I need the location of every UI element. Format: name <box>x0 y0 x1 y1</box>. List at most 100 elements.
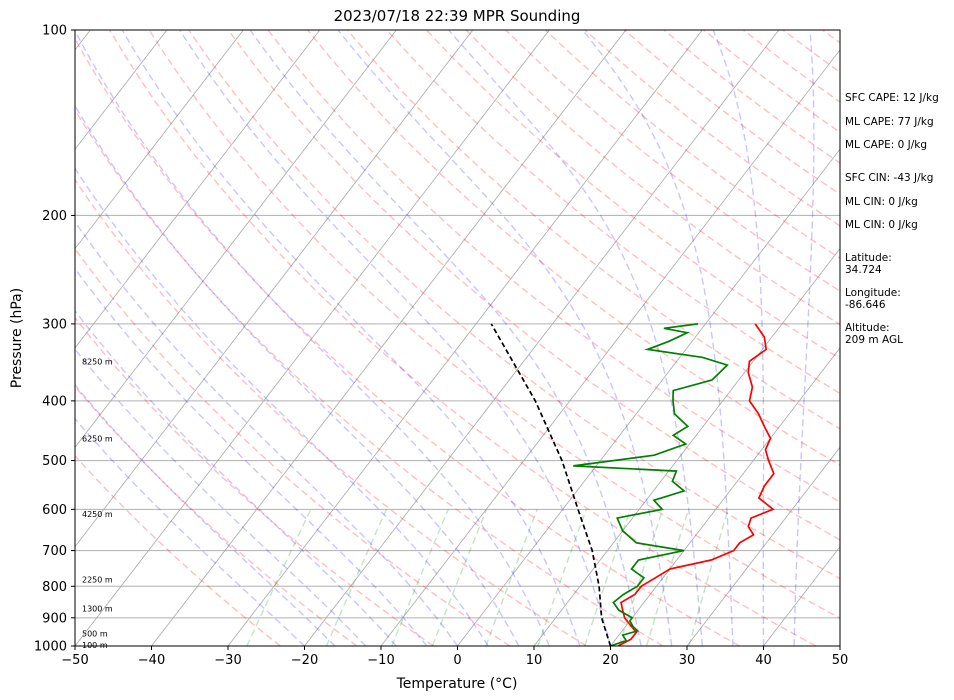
moist-adiabat-line <box>75 220 459 646</box>
isotherm-line <box>457 148 840 646</box>
dry-adiabat-line <box>75 247 511 646</box>
height-label: 6250 m <box>82 434 113 443</box>
isotherm-line <box>304 30 780 646</box>
moist-adiabat-line <box>75 383 336 646</box>
dry-adiabat-line <box>505 30 840 292</box>
height-label: 1300 m <box>82 605 113 614</box>
ml-cape-text: ML CAPE: 77 J/kg <box>845 116 934 128</box>
y-tick-label: 1000 <box>34 640 67 655</box>
isotherm-line <box>75 30 321 349</box>
moist-adiabat-line <box>75 417 305 646</box>
height-labels: 100 m 500 m 1300 m 2250 m 4250 m 6250 m 8250 m <box>82 357 113 650</box>
moist-adiabat-line <box>75 167 489 646</box>
isotherm-line <box>380 49 840 646</box>
height-label: 8250 m <box>82 357 113 366</box>
moist-adiabat-line <box>75 30 550 646</box>
height-label: 2250 m <box>82 576 113 585</box>
dry-adiabat-line <box>386 30 840 395</box>
mixing-ratio-line <box>431 509 488 646</box>
height-label: 4250 m <box>82 510 113 519</box>
y-axis: 1000 900 800 700 600 500 400 300 200 100 <box>34 24 75 655</box>
ml-cin-text-2: ML CIN: 0 J/kg <box>845 219 918 231</box>
dry-adiabat-line <box>75 37 740 646</box>
y-tick-label: 500 <box>42 454 67 469</box>
isotherm-line <box>610 347 840 646</box>
dry-adiabat-line <box>188 30 840 580</box>
dry-adiabat-line <box>227 30 840 541</box>
dry-adiabat-line <box>425 30 840 360</box>
x-tick-label: −10 <box>367 653 394 668</box>
dry-adiabat-line <box>941 30 954 646</box>
mixing-ratio-line <box>688 509 729 646</box>
ml-cin-text: ML CIN: 0 J/kg <box>845 196 918 208</box>
y-tick-label: 900 <box>42 611 67 626</box>
isotherm-line <box>151 30 627 646</box>
grid-layer <box>75 30 954 646</box>
series-layer <box>490 323 775 646</box>
dry-adiabat-line <box>109 30 817 646</box>
y-tick-label: 100 <box>42 24 67 39</box>
moist-adiabat-line <box>75 267 428 646</box>
dry-adiabat-line <box>75 178 587 646</box>
x-tick-label: −40 <box>138 653 165 668</box>
dry-adiabat-line <box>267 30 840 503</box>
isotherm-line <box>75 30 550 646</box>
y-axis-title: Pressure (hPa) <box>9 288 25 388</box>
x-tick-label: −20 <box>291 653 318 668</box>
dry-adiabat-line <box>465 30 840 326</box>
moist-adiabat-line <box>75 309 397 646</box>
moist-adiabat-line <box>793 30 815 646</box>
x-tick-label: 50 <box>832 653 849 668</box>
moist-adiabat-line <box>75 104 520 646</box>
mixing-ratio-line <box>537 509 587 646</box>
moist-adiabat-line <box>75 348 367 646</box>
dry-adiabat-line <box>75 385 358 646</box>
moist-adiabat-line <box>712 30 765 646</box>
parcel-path-line <box>490 323 612 646</box>
mixing-ratio-line <box>485 509 538 646</box>
sfc-cape-text: SFC CAPE: 12 J/kg <box>845 92 939 104</box>
longitude-label: Longitude: <box>845 287 901 299</box>
isotherm-line <box>75 30 397 448</box>
moist-adiabat-line <box>121 30 581 646</box>
moist-adiabat-line <box>448 30 703 646</box>
isotherm-line <box>75 30 168 150</box>
dry-adiabat-line <box>307 30 840 466</box>
dewpoint-profile-line <box>573 323 729 646</box>
dry-adiabat-line <box>75 108 664 646</box>
x-tick-label: 40 <box>755 653 772 668</box>
y-tick-label: 700 <box>42 544 67 559</box>
x-tick-label: 20 <box>602 653 619 668</box>
x-tick-label: 30 <box>679 653 696 668</box>
isotherm-line <box>686 446 840 646</box>
dry-adiabat-line <box>148 30 840 620</box>
longitude-value: -86.646 <box>845 299 886 311</box>
y-tick-label: 400 <box>42 394 67 409</box>
ml-cape-text-2: ML CAPE: 0 J/kg <box>845 139 928 151</box>
moist-adiabat-line <box>249 30 642 646</box>
latitude-label: Latitude: <box>845 252 892 264</box>
moist-adiabat-line <box>179 30 612 646</box>
chart-title: 2023/07/18 22:39 MPR Sounding <box>334 7 581 25</box>
x-axis-title: Temperature (°C) <box>396 676 518 692</box>
isotherm-line <box>227 30 703 646</box>
height-label: 100 m <box>82 641 108 650</box>
altitude-value: 209 m AGL <box>845 334 903 346</box>
isotherm-line <box>75 30 474 548</box>
dry-adiabat-line <box>346 30 840 430</box>
mixing-ratio-line <box>645 509 690 646</box>
latitude-value: 34.724 <box>845 264 882 276</box>
sfc-cin-text: SFC CIN: -43 J/kg <box>845 172 934 184</box>
dry-adiabat-line <box>75 454 281 646</box>
dry-adiabat-line <box>75 316 434 646</box>
y-tick-label: 600 <box>42 503 67 518</box>
mixing-ratio-line <box>246 509 312 646</box>
y-tick-label: 800 <box>42 580 67 595</box>
height-label: 500 m <box>82 630 108 639</box>
altitude-label: Altitude: <box>845 322 890 334</box>
temperature-profile-line <box>617 323 775 646</box>
mixing-ratio-line <box>584 509 632 646</box>
isotherm-line <box>533 247 840 646</box>
x-tick-label: −50 <box>61 653 88 668</box>
